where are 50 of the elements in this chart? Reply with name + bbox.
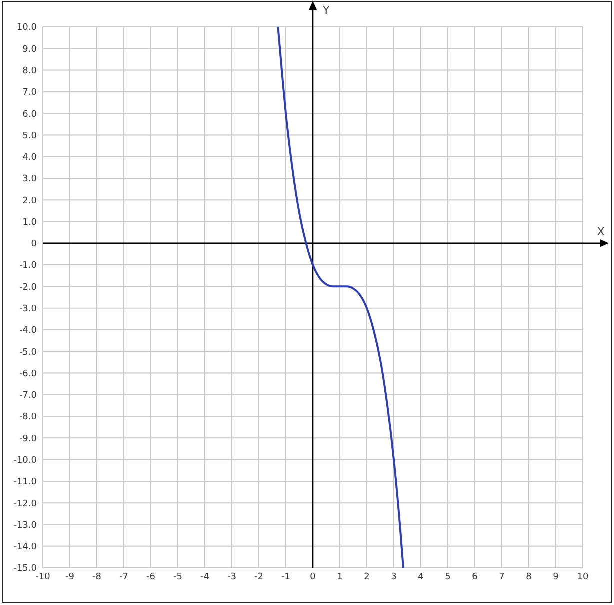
x-tick-label: -6	[146, 572, 156, 582]
y-tick-label: -14.0	[14, 542, 38, 553]
y-tick-label: -2.0	[19, 282, 38, 293]
y-tick-label: 1.0	[22, 218, 38, 228]
x-tick-label: -5	[174, 572, 182, 582]
x-tick-label: 6	[472, 572, 478, 582]
y-tick-label: -3.0	[19, 304, 38, 315]
y-tick-label: -15.0	[14, 564, 38, 574]
y-tick-label: -6.0	[19, 369, 38, 380]
x-tick-label: 3	[391, 572, 397, 582]
y-tick-label: -7.0	[19, 391, 38, 402]
y-tick-label: 7.0	[22, 88, 38, 98]
x-axis-title: X	[597, 225, 606, 238]
line-series	[277, 27, 404, 568]
x-tick-label: 1	[337, 572, 343, 582]
x-tick-label: -9	[66, 572, 75, 582]
x-tick-label: 8	[526, 572, 532, 582]
x-tick-label: 9	[553, 572, 560, 582]
x-tick-label: 7	[499, 572, 505, 582]
x-tick-label: 10	[577, 572, 589, 582]
x-tick-label: -8	[92, 572, 102, 582]
x-tick-label: -2	[254, 572, 264, 582]
x-tick-label: -7	[120, 572, 128, 582]
x-tick-label: -10	[36, 572, 51, 582]
y-tick-label: 8.0	[22, 66, 38, 76]
x-tick-label: 5	[445, 572, 451, 582]
y-axis-title: Y	[322, 4, 330, 17]
y-tick-label: 9.0	[22, 44, 38, 55]
x-tick-label: -3	[228, 572, 236, 582]
x-tick-label: 0	[310, 572, 316, 582]
y-tick-label: 10.0	[16, 23, 38, 34]
x-tick-label: -4	[200, 572, 210, 582]
y-tick-label: -12.0	[14, 499, 38, 510]
x-tick-label: 4	[418, 572, 424, 582]
y-tick-label: -5.0	[19, 348, 38, 358]
y-tick-label: -9.0	[19, 434, 38, 444]
y-tick-label: 0	[31, 240, 38, 250]
x-tick-label: -1	[282, 572, 290, 582]
y-tick-label: -1.0	[19, 261, 38, 272]
y-tick-label: 4.0	[22, 153, 38, 164]
y-tick-label: -4.0	[19, 326, 38, 336]
y-tick-label: 3.0	[22, 174, 38, 185]
y-tick-label: -10.0	[14, 456, 38, 466]
y-tick-label: -13.0	[14, 520, 38, 531]
x-tick-label: 2	[364, 572, 370, 582]
y-tick-label: 2.0	[22, 196, 38, 206]
y-tick-label: 5.0	[22, 131, 38, 142]
y-tick-label: -11.0	[14, 478, 38, 488]
y-tick-label: 6.0	[22, 110, 38, 120]
y-tick-label: -8.0	[19, 412, 38, 423]
